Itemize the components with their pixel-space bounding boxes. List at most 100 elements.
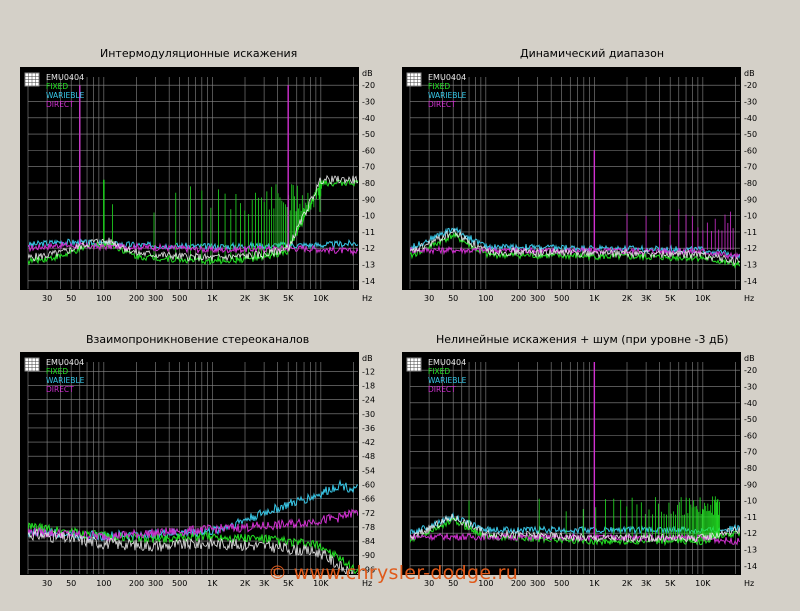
- y-tick-label: -24: [362, 396, 375, 405]
- y-tick-label: -120: [744, 529, 757, 538]
- y-axis-strip: [359, 352, 375, 607]
- y-axis-strip: [359, 67, 375, 322]
- x-tick-label: 10K: [313, 579, 329, 588]
- x-tick-label: 3K: [259, 294, 270, 303]
- y-tick-label: -50: [744, 130, 757, 139]
- y-tick-label: -40: [744, 399, 757, 408]
- y-tick-label: -66: [362, 495, 375, 504]
- x-tick-label: 50: [66, 579, 76, 588]
- x-tick-label: 500: [554, 579, 569, 588]
- y-tick-label: -72: [362, 509, 375, 518]
- x-tick-label: 10K: [695, 579, 711, 588]
- y-tick-label: -60: [362, 480, 375, 489]
- y-tick-label: -40: [744, 114, 757, 123]
- x-tick-label: 5K: [283, 294, 294, 303]
- y-tick-label: -30: [362, 410, 375, 419]
- y-tick-label: -90: [362, 551, 375, 560]
- x-tick-label: 100: [478, 579, 493, 588]
- x-axis-label: Hz: [744, 294, 754, 303]
- y-tick-label: -50: [744, 415, 757, 424]
- grid: [27, 77, 358, 289]
- y-tick-label: -36: [362, 424, 375, 433]
- x-tick-label: 3K: [641, 294, 652, 303]
- chart-title: Нелинейные искажения + шум (при уровне -…: [436, 333, 729, 346]
- series-line-white: [410, 227, 740, 267]
- x-tick-label: 2K: [240, 294, 251, 303]
- y-tick-label: -30: [362, 97, 375, 106]
- x-tick-label: 50: [448, 579, 458, 588]
- legend-entry-direct: DIRECT: [46, 100, 74, 109]
- legend-title: EMU0404: [428, 358, 466, 367]
- x-tick-label: 100: [96, 579, 111, 588]
- legend-entry-warieble: WARIEBLE: [428, 91, 467, 100]
- y-tick-label: -18: [362, 382, 375, 391]
- x-tick-label: 5K: [283, 579, 294, 588]
- x-tick-label: 300: [148, 579, 163, 588]
- y-tick-label: -130: [744, 546, 757, 555]
- x-axis-label: Hz: [362, 294, 372, 303]
- x-tick-label: 50: [66, 294, 76, 303]
- x-tick-label: 300: [530, 294, 545, 303]
- y-tick-label: -54: [362, 466, 375, 475]
- series-group: [28, 85, 358, 266]
- y-tick-label: -130: [744, 261, 757, 270]
- y-tick-label: -140: [362, 277, 375, 286]
- x-tick-label: 500: [554, 294, 569, 303]
- legend-entry-fixed: FIXED: [46, 367, 68, 376]
- legend-entry-direct: DIRECT: [428, 100, 456, 109]
- series-line-warieble: [410, 226, 740, 260]
- x-tick-label: 3K: [641, 579, 652, 588]
- series-line-direct: [28, 241, 358, 257]
- legend-entry-fixed: FIXED: [428, 367, 450, 376]
- y-tick-label: -90: [744, 195, 757, 204]
- y-axis-strip: [741, 67, 757, 322]
- y-tick-label: -20: [744, 81, 757, 90]
- y-tick-label: -90: [744, 480, 757, 489]
- y-tick-label: -84: [362, 537, 375, 546]
- legend-entry-direct: DIRECT: [428, 385, 456, 394]
- y-tick-label: -96: [362, 565, 375, 574]
- x-tick-label: 5K: [665, 294, 676, 303]
- x-axis-label: Hz: [362, 579, 372, 588]
- y-tick-label: -80: [362, 179, 375, 188]
- x-tick-label: 300: [148, 294, 163, 303]
- x-tick-label: 2K: [240, 579, 251, 588]
- chart-svg: dB -20 -30 -40 -50 -60 -70 -80 -90 -100 -110 -120 -1…: [20, 67, 380, 322]
- chart-frame: dB -20 -30 -40 -50 -60 -70 -80 -90 -100 -110 -120 -1…: [20, 67, 380, 322]
- y-tick-label: -80: [744, 179, 757, 188]
- y-axis-label: dB: [362, 69, 373, 78]
- series-line-warieble: [28, 238, 358, 251]
- y-tick-label: -80: [744, 464, 757, 473]
- legend-entry-warieble: WARIEBLE: [46, 91, 85, 100]
- x-tick-label: 200: [129, 294, 144, 303]
- x-tick-label: 200: [129, 579, 144, 588]
- series-group: [410, 362, 740, 547]
- x-tick-label: 30: [424, 579, 434, 588]
- x-tick-label: 30: [424, 294, 434, 303]
- y-tick-label: -110: [744, 513, 757, 522]
- y-tick-label: -70: [744, 163, 757, 172]
- chart-title: Взаимопроникновение стереоканалов: [86, 333, 310, 346]
- y-tick-label: -110: [362, 228, 375, 237]
- series-line-white: [28, 174, 358, 262]
- x-tick-label: 2K: [622, 294, 633, 303]
- y-tick-label: -60: [744, 146, 757, 155]
- x-tick-label: 300: [530, 579, 545, 588]
- series-line-fixed: [28, 522, 358, 574]
- series-group: [28, 479, 358, 574]
- x-tick-label: 5K: [665, 579, 676, 588]
- y-tick-label: -60: [362, 146, 375, 155]
- legend-entry-warieble: WARIEBLE: [428, 376, 467, 385]
- y-axis-strip: [741, 352, 757, 607]
- x-axis-strip: [402, 290, 757, 322]
- x-tick-label: 3K: [259, 579, 270, 588]
- y-tick-label: -140: [744, 562, 757, 571]
- x-tick-label: 1K: [589, 294, 600, 303]
- x-tick-label: 50: [448, 294, 458, 303]
- x-tick-label: 100: [478, 294, 493, 303]
- y-tick-label: -140: [744, 277, 757, 286]
- x-tick-label: 10K: [695, 294, 711, 303]
